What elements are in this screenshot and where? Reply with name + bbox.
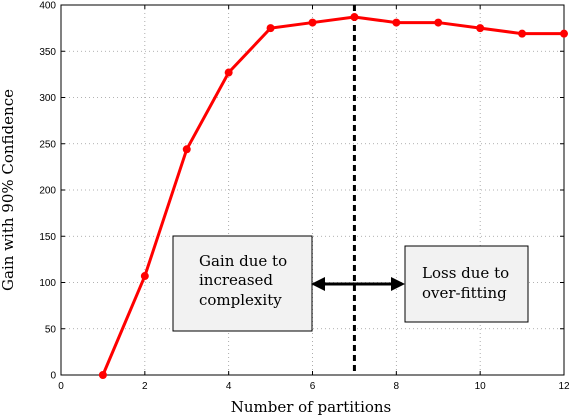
y-tick-label-6: 300 <box>39 93 56 104</box>
y-tick-label-0: 0 <box>50 371 56 382</box>
y-tick-label-1: 50 <box>45 324 57 335</box>
data-point-9 <box>476 24 485 33</box>
x-tick-label-6: 12 <box>558 381 570 392</box>
series-line <box>101 15 564 376</box>
data-point-2 <box>182 145 191 154</box>
data-point-11 <box>560 29 568 38</box>
y-axis-ticks: 0 50 100 150 200 250 300 350 400 <box>39 1 564 382</box>
data-point-1 <box>140 272 149 281</box>
data-point-6 <box>350 13 359 22</box>
x-tick-label-3: 6 <box>310 381 316 392</box>
data-point-3 <box>224 68 233 77</box>
x-tick-label-0: 0 <box>58 381 64 392</box>
x-tick-label-1: 2 <box>142 381 148 392</box>
data-point-10 <box>518 29 527 38</box>
y-tick-label-8: 400 <box>39 1 56 12</box>
annotation-gain-line-1: Gain due to <box>199 252 287 270</box>
annotation-gain-box: Gain due to increased complexity <box>172 235 313 332</box>
annotation-loss-box: Loss due to over-fitting <box>404 245 529 323</box>
x-tick-label-2: 4 <box>226 381 232 392</box>
y-tick-label-4: 200 <box>39 186 56 197</box>
data-point-0 <box>98 371 107 379</box>
annotation-loss-line-2: over-fitting <box>422 284 507 302</box>
y-tick-label-7: 350 <box>39 47 56 58</box>
x-tick-label-5: 10 <box>475 381 487 392</box>
y-tick-label-5: 250 <box>39 139 56 150</box>
x-axis-ticks: 0 2 4 6 8 10 12 <box>58 5 570 392</box>
y-axis-label: Gain with 90% Confidence <box>0 89 17 291</box>
series-points <box>98 13 568 379</box>
double-arrow <box>311 277 405 291</box>
annotation-gain-line-2: increased <box>199 271 273 289</box>
data-point-4 <box>266 24 275 33</box>
y-tick-label-2: 100 <box>39 278 56 289</box>
annotation-loss-line-1: Loss due to <box>422 264 509 282</box>
x-tick-label-4: 8 <box>394 381 400 392</box>
data-point-8 <box>434 18 443 27</box>
data-point-7 <box>392 18 401 27</box>
x-axis-label: Number of partitions <box>231 398 392 416</box>
annotation-gain-line-3: complexity <box>199 291 282 309</box>
y-tick-label-3: 150 <box>39 232 56 243</box>
data-point-5 <box>308 18 317 27</box>
